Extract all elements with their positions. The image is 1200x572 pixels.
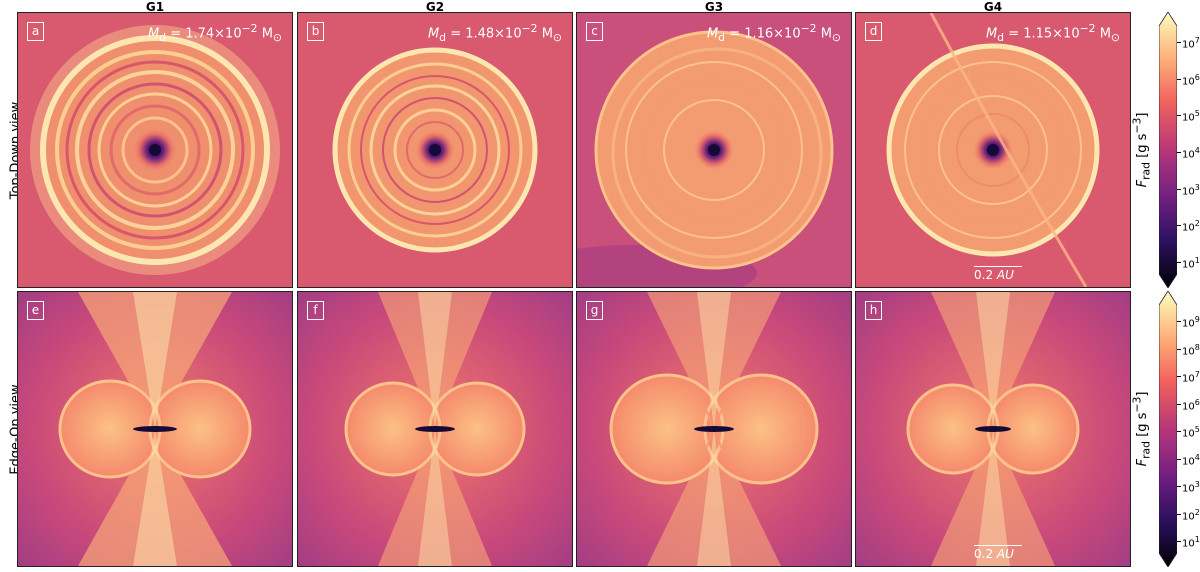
colorbar-tick-mark [1177, 262, 1181, 263]
scale-bar: 0.2 AU [974, 545, 1022, 561]
colorbar-tick-mark [1177, 458, 1181, 460]
panel-b: b Md = 1.48×10−2 M⊙ [297, 12, 573, 288]
panel-letter: e [27, 301, 44, 320]
colorbar-tick-mark [1177, 152, 1181, 153]
colorbar-tick-label: 107 [1182, 36, 1200, 51]
colorbar-tick-label: 105 [1182, 109, 1200, 124]
disk-mass-label: Md = 1.48×10−2 M⊙ [427, 22, 562, 44]
colorbar-tick-label: 103 [1182, 182, 1200, 197]
colorbar-tick-label: 105 [1182, 425, 1200, 440]
disk-mass-label: Md = 1.74×10−2 M⊙ [147, 22, 282, 44]
colorbar-tick-label: 101 [1182, 256, 1200, 271]
column-title-g2: G2 [425, 0, 445, 14]
panel-c: c Md = 1.16×10−2 M⊙ [576, 12, 852, 288]
colorbar-label-top: Frad [g s−3] [1130, 112, 1152, 188]
colorbar-tick-label: 109 [1182, 315, 1200, 330]
colorbar-bottom [1159, 291, 1177, 567]
panel-f: f [297, 291, 573, 567]
colorbar-tick-label: 104 [1182, 452, 1200, 467]
disk-mass-label: Md = 1.15×10−2 M⊙ [985, 22, 1120, 44]
colorbar-tick-mark [1177, 486, 1181, 487]
panel-letter: f [307, 301, 324, 320]
panel-d: d Md = 1.15×10−2 M⊙ 0.2 AU [855, 12, 1131, 288]
panel-letter: c [586, 22, 603, 41]
panel-h: h 0.2 AU [855, 291, 1131, 567]
colorbar-tick-label: 108 [1182, 342, 1200, 357]
colorbar-tick-label: 104 [1182, 146, 1200, 161]
colorbar-tick-mark [1177, 348, 1181, 350]
top-down-disk-image [856, 13, 1130, 287]
edge-on-disk-image [298, 292, 572, 566]
colorbar-top [1159, 12, 1177, 288]
colorbar-tick-label: 107 [1182, 370, 1200, 385]
colorbar-tick-label: 103 [1182, 480, 1200, 495]
column-title-g3: G3 [704, 0, 724, 14]
panel-letter: a [27, 22, 44, 41]
colorbar-tick-mark [1177, 403, 1181, 405]
edge-on-disk-image [856, 292, 1130, 566]
colorbar-tick-label: 106 [1182, 397, 1200, 412]
column-title-g4: G4 [983, 0, 1003, 14]
panel-g: g [576, 291, 852, 567]
colorbar-tick-label: 101 [1182, 535, 1200, 550]
top-down-disk-image [298, 13, 572, 287]
panel-letter: b [307, 22, 324, 41]
colorbar-tick-mark [1177, 115, 1181, 117]
panel-letter: d [865, 22, 882, 41]
edge-on-disk-image [18, 292, 292, 566]
scale-bar: 0.2 AU [974, 266, 1022, 282]
colorbar-tick-mark [1177, 541, 1181, 542]
panel-a: a Md = 1.74×10−2 M⊙ [17, 12, 293, 288]
disk-mass-label: Md = 1.16×10−2 M⊙ [706, 22, 841, 44]
colorbar-tick-mark [1177, 321, 1181, 322]
colorbar-tick-mark [1177, 42, 1181, 43]
top-down-disk-image [577, 13, 851, 287]
panel-e: e [17, 291, 293, 567]
colorbar-tick-mark [1177, 376, 1181, 377]
colorbar-label-bottom: Frad [g s−3] [1130, 391, 1152, 467]
colorbar-tick-label: 102 [1182, 219, 1200, 234]
colorbar-tick-label: 102 [1182, 507, 1200, 522]
edge-on-disk-image [577, 292, 851, 566]
panel-letter: g [586, 301, 603, 320]
colorbar-tick-mark [1177, 225, 1181, 227]
panel-letter: h [865, 301, 882, 320]
top-down-disk-image [18, 13, 292, 287]
column-title-g1: G1 [145, 0, 165, 14]
colorbar-tick-mark [1177, 188, 1181, 190]
colorbar-tick-mark [1177, 78, 1181, 80]
colorbar-tick-mark [1177, 431, 1181, 432]
colorbar-tick-mark [1177, 513, 1181, 515]
colorbar-tick-label: 106 [1182, 72, 1200, 87]
